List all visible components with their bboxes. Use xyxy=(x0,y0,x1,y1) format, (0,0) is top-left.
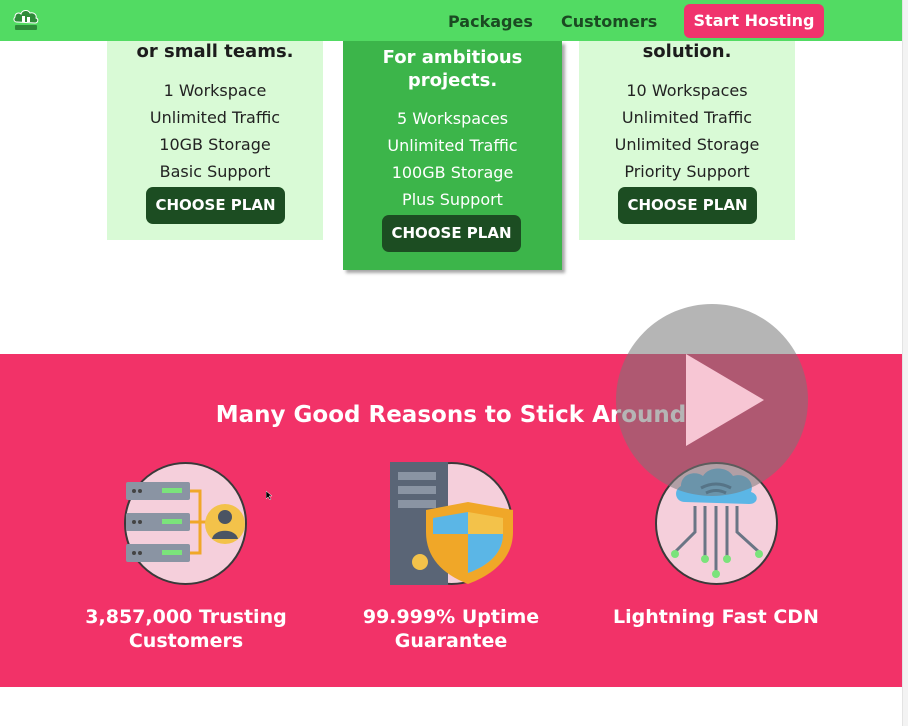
server-users-icon xyxy=(124,462,247,585)
plan-feature: 100GB Storage xyxy=(391,163,514,182)
feature-label-customers: 3,857,000 Trusting Customers xyxy=(66,605,306,653)
play-button[interactable] xyxy=(616,304,808,496)
plan-feature: 10GB Storage xyxy=(159,135,271,154)
feature-label-line: Customers xyxy=(128,630,244,652)
plan-title-line: For ambitious xyxy=(382,47,523,68)
choose-plan-button[interactable]: CHOOSE PLAN xyxy=(618,187,757,224)
play-icon xyxy=(686,354,764,446)
top-navbar: Packages Customers Start Hosting xyxy=(0,0,902,41)
plan-feature: 10 Workspaces xyxy=(626,81,748,100)
choose-plan-button[interactable]: CHOOSE PLAN xyxy=(382,215,521,252)
plan-card-enterprise: solution. 10 Workspaces Unlimited Traffi… xyxy=(579,41,795,240)
nav-link-customers[interactable]: Customers xyxy=(561,12,658,31)
choose-plan-button[interactable]: CHOOSE PLAN xyxy=(146,187,285,224)
mouse-cursor-icon xyxy=(266,491,272,500)
scrollbar[interactable] xyxy=(902,0,908,726)
feature-label-cdn: Lightning Fast CDN xyxy=(596,605,836,629)
start-hosting-button[interactable]: Start Hosting xyxy=(684,4,824,38)
server-shield-icon xyxy=(390,462,513,585)
nav-link-packages[interactable]: Packages xyxy=(448,12,533,31)
plan-feature: 5 Workspaces xyxy=(396,109,509,128)
plan-title: or small teams. xyxy=(136,41,294,62)
hosting-logo-icon[interactable] xyxy=(12,6,40,32)
feature-label-line: Lightning Fast CDN xyxy=(613,606,819,628)
feature-label-uptime: 99.999% Uptime Guarantee xyxy=(331,605,571,653)
plan-feature: Priority Support xyxy=(624,162,750,181)
feature-label-line: Guarantee xyxy=(394,630,508,652)
plan-feature: Unlimited Traffic xyxy=(149,108,281,127)
plan-card-featured: For ambitious projects. 5 Workspaces Unl… xyxy=(343,41,562,270)
plan-card-small: or small teams. 1 Workspace Unlimited Tr… xyxy=(107,41,323,240)
plan-title-line: projects. xyxy=(407,70,498,91)
plan-feature: Unlimited Traffic xyxy=(621,108,753,127)
section-title: Many Good Reasons to Stick Around xyxy=(215,402,687,428)
plan-feature: Unlimited Storage xyxy=(614,135,760,154)
plan-title: For ambitious projects. xyxy=(343,46,562,92)
feature-label-line: 99.999% Uptime xyxy=(362,606,540,628)
plan-feature: Basic Support xyxy=(159,162,271,181)
feature-label-line: 3,857,000 Trusting xyxy=(85,606,287,628)
plan-title: solution. xyxy=(642,41,732,62)
plan-feature: Plus Support xyxy=(402,190,503,209)
plan-feature: Unlimited Traffic xyxy=(387,136,518,155)
plan-feature: 1 Workspace xyxy=(163,81,267,100)
